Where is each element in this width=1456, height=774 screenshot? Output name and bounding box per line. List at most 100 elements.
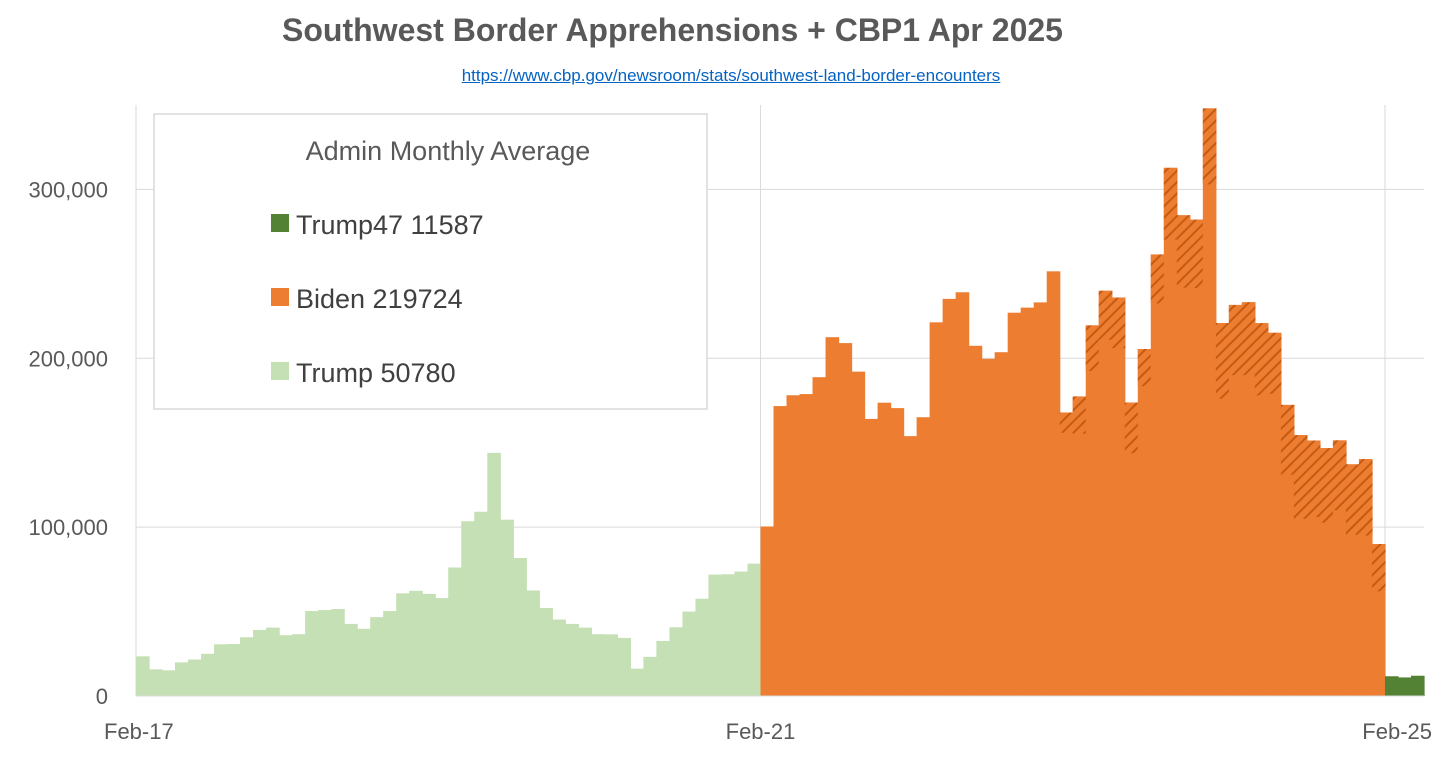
bar-trump [357, 628, 371, 696]
y-tick-label: 300,000 [28, 177, 108, 202]
bar-cbp1-portion [1332, 440, 1347, 511]
legend-box [153, 113, 708, 410]
bar-trump [396, 593, 410, 696]
bar-biden [1280, 404, 1295, 696]
bar-biden [1228, 304, 1243, 696]
bar-biden [981, 358, 996, 696]
bar-trump [240, 637, 254, 696]
bar-biden [1150, 254, 1165, 696]
bar-biden [916, 417, 931, 696]
bar-trump [266, 627, 280, 696]
bar-biden [929, 322, 944, 696]
bar-cbp1-portion [1176, 215, 1191, 288]
bar-trump [643, 656, 658, 696]
bar-trump [708, 574, 723, 696]
bar-trump [695, 598, 710, 696]
bar-cbp1-portion [1124, 402, 1139, 454]
bar-cbp1-portion [1254, 323, 1269, 396]
bar-biden [1020, 307, 1035, 696]
bar-biden [1254, 323, 1269, 696]
legend-swatch-trump47 [271, 214, 289, 232]
bar-cbp1-portion [1280, 404, 1295, 475]
bar-trump [214, 644, 228, 696]
bar-trump [448, 567, 462, 696]
bar-trump [487, 452, 501, 696]
bar-trump [305, 611, 319, 696]
bar-cbp1-portion [1163, 167, 1178, 240]
bar-biden [760, 526, 775, 696]
bar-trump [409, 590, 423, 696]
bar-cbp1-portion [1306, 440, 1321, 518]
bar-trump [747, 563, 762, 696]
source-link[interactable]: https://www.cbp.gov/newsroom/stats/south… [461, 66, 1001, 85]
bar-biden [1241, 302, 1256, 696]
bar-trump [474, 511, 488, 696]
bar-biden [1098, 290, 1113, 696]
x-tick-label: Feb-17 [104, 719, 174, 744]
bar-biden [1124, 402, 1139, 696]
bar-trump [604, 634, 618, 696]
bar-biden [1176, 215, 1191, 696]
bar-trump [539, 608, 553, 696]
bar-trump [435, 598, 449, 696]
bar-trump [136, 656, 150, 696]
bar-biden [1267, 332, 1282, 696]
bar-biden [1163, 167, 1178, 697]
bar-cbp1-portion [1267, 332, 1282, 394]
bar-trump [175, 662, 189, 696]
bar-biden [903, 436, 918, 696]
bar-biden [877, 402, 892, 696]
bar-trump [162, 670, 176, 696]
bar-biden [851, 371, 866, 696]
bar-trump47 [1397, 677, 1412, 696]
bar-trump [552, 619, 566, 696]
bar-trump47 [1410, 675, 1425, 696]
bar-trump [331, 609, 345, 696]
bar-trump [227, 643, 241, 696]
bar-cbp1-portion [1137, 348, 1152, 387]
y-tick-label: 100,000 [28, 515, 108, 540]
bar-trump [253, 629, 267, 696]
bar-cbp1-portion [1228, 304, 1243, 376]
bar-trump [279, 635, 293, 696]
bar-cbp1-portion [1189, 219, 1204, 289]
bar-biden [1085, 325, 1100, 696]
bar-trump [578, 627, 592, 696]
bar-biden [864, 418, 879, 696]
bar-trump [318, 610, 332, 696]
bar-biden [838, 343, 853, 696]
y-tick-label: 0 [96, 684, 108, 709]
bar-trump [383, 611, 397, 696]
bar-cbp1-portion [1202, 108, 1217, 185]
legend-label-biden: Biden 219724 [296, 284, 463, 314]
bar-trump [292, 634, 306, 696]
bar-biden [1137, 348, 1152, 696]
bar-biden [1111, 297, 1126, 696]
legend-label-trump47: Trump47 11587 [296, 210, 484, 240]
legend-swatch-trump [271, 362, 289, 380]
bar-trump [526, 590, 540, 696]
legend: Admin Monthly Average Trump47 11587 Biden… [153, 113, 708, 410]
bar-cbp1-portion [1150, 254, 1165, 304]
bar-trump [656, 640, 671, 696]
legend-title: Admin Monthly Average [306, 136, 591, 166]
bar-cbp1-portion [1371, 544, 1386, 592]
bar-biden [942, 298, 957, 696]
bar-trump [682, 611, 697, 696]
bar-trump [669, 627, 684, 696]
bar-trump [565, 623, 579, 696]
bar-trump [370, 617, 384, 696]
bar-biden [825, 337, 840, 696]
bar-trump47 [1384, 676, 1399, 696]
axis-layer: 0 100,000 200,000 300,000 Feb-17 Feb-21 Feb-25 [28, 177, 1432, 744]
bar-cbp1-portion [1293, 435, 1308, 519]
bar-biden [955, 292, 970, 696]
bar-cbp1-portion [1358, 459, 1373, 536]
bar-biden [812, 377, 827, 696]
legend-label-trump: Trump 50780 [296, 358, 456, 388]
bar-trump [201, 653, 215, 696]
bar-trump [188, 659, 202, 696]
bar-biden [890, 408, 905, 696]
bar-cbp1-portion [1345, 464, 1360, 535]
